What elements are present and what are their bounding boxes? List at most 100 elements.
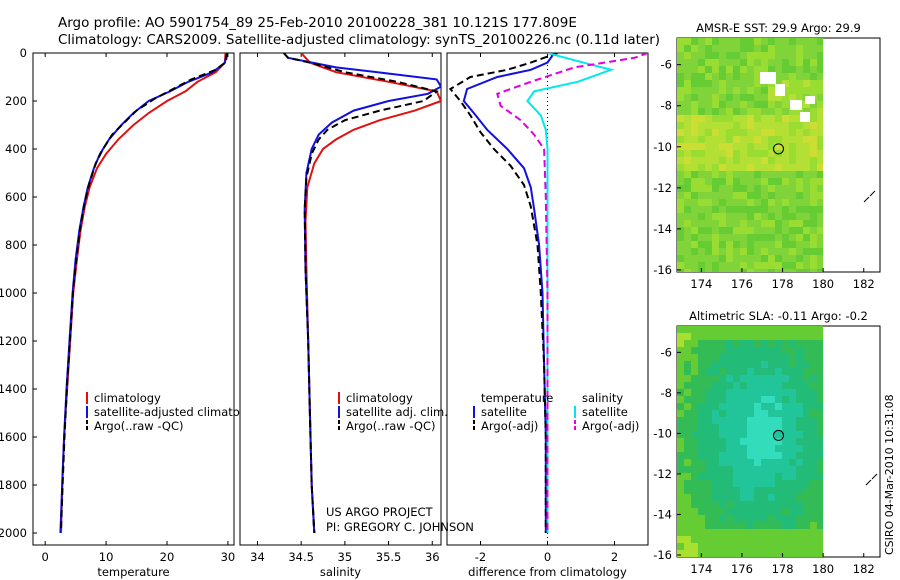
sla-map-cell: [796, 536, 803, 543]
sst-map-cell: [733, 220, 740, 227]
sla-map-cell: [775, 354, 782, 361]
sla-map-cell: [740, 452, 747, 459]
sst-map-cell: [747, 157, 754, 164]
sla-map-cell: [782, 354, 789, 361]
sla-map-cell: [803, 536, 810, 543]
sst-map-cell: [789, 136, 796, 143]
sst-map-cell: [691, 213, 698, 220]
sla-map-cell: [810, 508, 817, 515]
sst-map-cell: [726, 171, 733, 178]
sla-map-cell: [810, 459, 817, 466]
sla-map-cell: [810, 396, 817, 403]
sst-map-cell: [747, 45, 754, 52]
sla-map-cell: [677, 403, 684, 410]
sst-map-cell: [810, 52, 817, 59]
sla-map-cell: [761, 403, 768, 410]
sst-map-xtick-label: 174: [690, 277, 712, 291]
sla-map-cell: [733, 473, 740, 480]
sla-map-cell: [782, 368, 789, 375]
sla-map-cell: [705, 438, 712, 445]
sla-map-cell: [810, 529, 817, 536]
sla-map-cell: [754, 550, 761, 557]
sst-map-cell: [684, 269, 691, 272]
sla-map-cell: [761, 417, 768, 424]
sst-map-cell: [712, 87, 719, 94]
sla-map-cell: [754, 403, 761, 410]
sla-map-cell: [817, 431, 824, 438]
sla-map-cell: [754, 333, 761, 340]
sla-map-cell: [775, 396, 782, 403]
sla-map-cell: [733, 550, 740, 557]
sst-map-cell: [796, 178, 803, 185]
sst-map-cell: [782, 122, 789, 129]
sst-map-cell: [796, 150, 803, 157]
sst-map-cell: [684, 185, 691, 192]
sst-map-cell: [789, 115, 796, 122]
sst-map-cell: [719, 262, 726, 269]
sla-map-cell: [775, 326, 782, 333]
sla-map-cell: [698, 522, 705, 529]
sla-map-cell: [740, 389, 747, 396]
sla-map-cell: [726, 382, 733, 389]
sla-map-cell: [712, 543, 719, 550]
sst-map-cell: [796, 45, 803, 52]
sla-map-cell: [698, 361, 705, 368]
sla-map-cell: [712, 459, 719, 466]
sla-map-cell: [782, 480, 789, 487]
sla-map-cell: [775, 522, 782, 529]
sla-map-cell: [810, 361, 817, 368]
sst-map-cell: [803, 213, 810, 220]
sst-map-cell: [726, 59, 733, 66]
sst-map-cell: [810, 213, 817, 220]
sst-map-ytick-label: -14: [653, 222, 672, 236]
sst-map-cell: [754, 206, 761, 213]
sla-map-cell: [740, 424, 747, 431]
sla-map-cell: [719, 424, 726, 431]
sla-map-cell: [810, 438, 817, 445]
sla-map-cell: [726, 466, 733, 473]
sst-map-cell: [761, 171, 768, 178]
sla-map-cell: [768, 333, 775, 340]
sst-map-cell: [691, 206, 698, 213]
sst-map-cell: [775, 38, 782, 45]
sla-map-cell: [796, 487, 803, 494]
sla-map-cell: [747, 382, 754, 389]
sla-map-cell: [803, 487, 810, 494]
sst-map-cell: [691, 73, 698, 80]
sst-map-cell: [796, 234, 803, 241]
sla-map-cell: [719, 396, 726, 403]
sla-map-cell: [782, 473, 789, 480]
sst-map-cell: [684, 234, 691, 241]
sst-map-cell: [754, 241, 761, 248]
sst-map-cell: [768, 115, 775, 122]
sla-map-cell: [754, 501, 761, 508]
sla-map-cell: [789, 550, 796, 557]
sla-map-cell: [719, 480, 726, 487]
sst-map-cell: [740, 227, 747, 234]
sla-map-xtick-label: 176: [731, 562, 753, 576]
sst-map-cell: [691, 87, 698, 94]
sst-map-cell: [768, 185, 775, 192]
sst-map-cell: [803, 269, 810, 272]
sst-map-cell: [817, 213, 824, 220]
sst-map-cell: [719, 213, 726, 220]
sst-map-cell: [733, 122, 740, 129]
sla-map-cell: [677, 529, 684, 536]
sla-map-cell: [719, 431, 726, 438]
sst-map-cell: [768, 171, 775, 178]
sst-map-cell: [733, 45, 740, 52]
sst-map-cell: [817, 220, 824, 227]
sla-map-cell: [677, 382, 684, 389]
sst-map-cell: [691, 122, 698, 129]
sst-map-cell: [705, 129, 712, 136]
difference-xtick-label: -2: [475, 550, 486, 564]
sla-map-cell: [782, 417, 789, 424]
sst-map-cell: [789, 164, 796, 171]
sla-map-cell: [761, 340, 768, 347]
sst-map-cell: [796, 262, 803, 269]
sla-map-cell: [796, 529, 803, 536]
sst-map-cell: [817, 192, 824, 199]
sst-map-cell: [768, 101, 775, 108]
sst-map-cell: [740, 59, 747, 66]
sla-map-cell: [698, 403, 705, 410]
